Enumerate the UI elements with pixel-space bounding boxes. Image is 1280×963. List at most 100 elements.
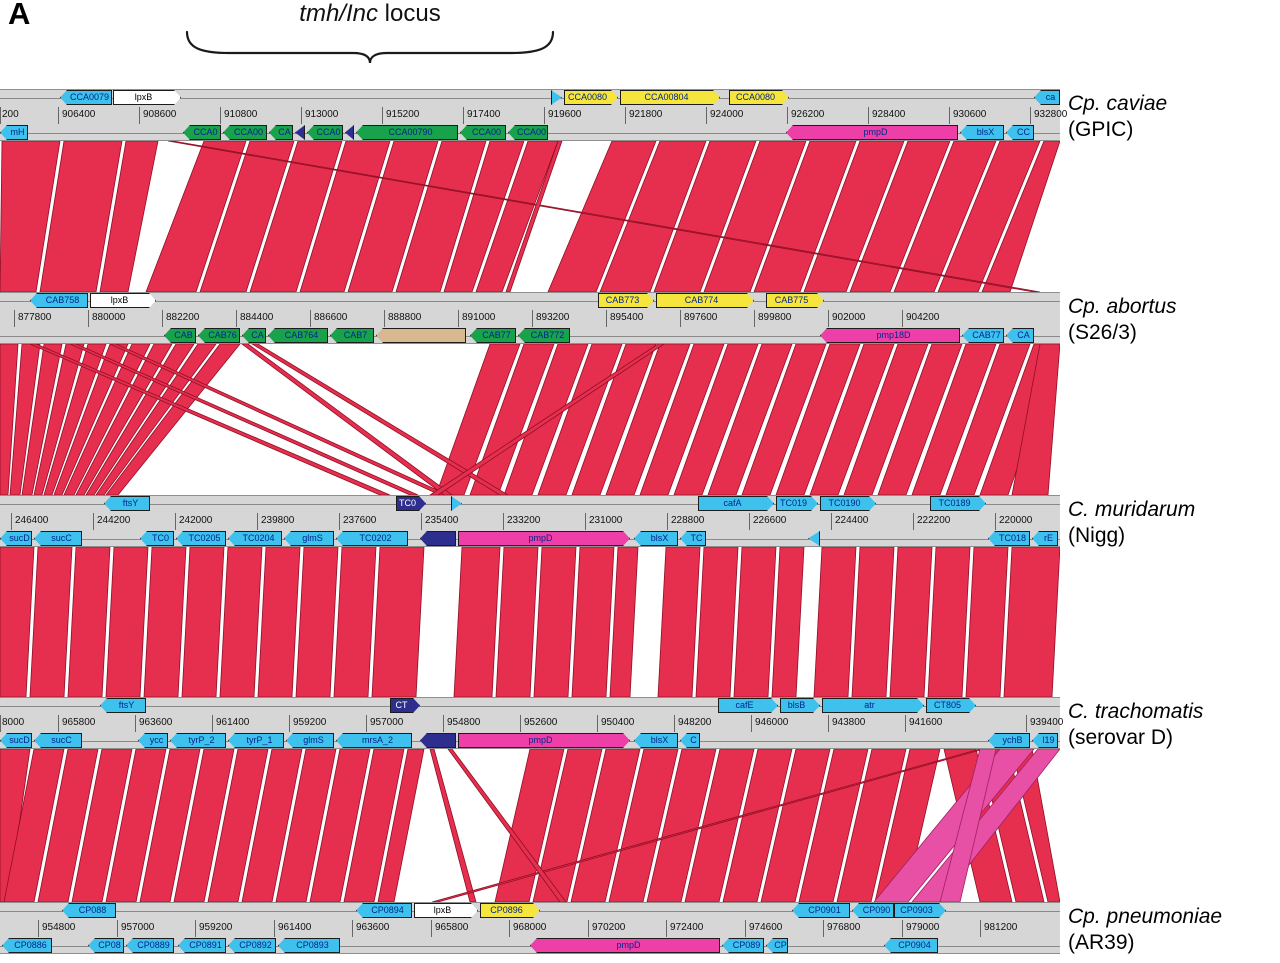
match-ribbon[interactable] (145, 141, 247, 292)
gene[interactable] (808, 531, 820, 546)
gene-CAB77[interactable]: CAB77 (470, 328, 516, 343)
gene-glmS[interactable]: glmS (284, 531, 334, 546)
match-ribbon[interactable] (295, 547, 339, 697)
gene[interactable] (376, 328, 466, 343)
match-ribbon[interactable] (911, 344, 997, 495)
match-ribbon[interactable] (207, 749, 269, 902)
gene-TC0204[interactable]: TC0204 (228, 531, 282, 546)
match-ribbon[interactable] (29, 547, 73, 697)
match-ribbon[interactable] (570, 749, 641, 902)
match-ribbon[interactable] (95, 344, 217, 495)
match-ribbon[interactable] (29, 344, 391, 495)
match-ribbon[interactable] (505, 141, 563, 292)
gene[interactable] (420, 531, 456, 546)
gene-TC0189[interactable]: TC0189 (930, 496, 986, 511)
gene-CP0891[interactable]: CP0891 (178, 938, 226, 953)
gene-sucD[interactable]: sucD (0, 531, 32, 546)
gene-CT805[interactable]: CT805 (926, 698, 976, 713)
match-ribbon[interactable] (533, 547, 577, 697)
match-ribbon[interactable] (874, 749, 941, 902)
gene-CAB77[interactable]: CAB77 (962, 328, 1004, 343)
match-ribbon[interactable] (684, 749, 755, 902)
gene-CCA00804[interactable]: CCA00804 (620, 90, 720, 105)
gene[interactable] (451, 496, 462, 511)
gene-CAB772[interactable]: CAB772 (518, 328, 570, 343)
match-ribbon[interactable] (707, 344, 793, 495)
match-ribbon[interactable] (771, 547, 805, 697)
match-ribbon[interactable] (453, 547, 501, 697)
gene-CCA0079[interactable]: CCA0079 (60, 90, 112, 105)
gene-pmpD[interactable]: pmpD (458, 733, 630, 748)
match-ribbon[interactable] (63, 344, 151, 495)
gene-TC0[interactable]: TC0 (396, 496, 426, 511)
gene-pmpD[interactable]: pmpD (530, 938, 720, 953)
match-ribbon[interactable] (939, 749, 997, 902)
match-ribbon[interactable] (37, 749, 99, 902)
match-ribbon[interactable] (3, 749, 65, 902)
gene-CA[interactable]: CA (242, 328, 266, 343)
match-ribbon[interactable] (395, 141, 487, 292)
gene-TC018[interactable]: TC018 (988, 531, 1030, 546)
match-ribbon[interactable] (371, 547, 425, 697)
match-ribbon[interactable] (475, 141, 559, 292)
gene-TC0190[interactable]: TC0190 (820, 496, 876, 511)
match-ribbon[interactable] (257, 547, 301, 697)
match-ribbon[interactable] (893, 141, 997, 292)
match-ribbon[interactable] (299, 141, 391, 292)
gene-CP[interactable]: CP (766, 938, 788, 953)
match-ribbon[interactable] (99, 141, 159, 292)
match-ribbon[interactable] (599, 141, 707, 292)
gene-CP088[interactable]: CP088 (62, 903, 116, 918)
match-ribbon[interactable] (798, 749, 869, 902)
match-ribbon[interactable] (275, 749, 337, 902)
gene-CP0889[interactable]: CP0889 (126, 938, 174, 953)
match-ribbon[interactable] (803, 141, 905, 292)
gene-glmS[interactable]: glmS (286, 733, 334, 748)
gene-CP0886[interactable]: CP0886 (2, 938, 52, 953)
gene-CAB[interactable]: CAB (164, 328, 196, 343)
gene-CP0904[interactable]: CP0904 (884, 938, 938, 953)
gene[interactable] (295, 125, 305, 140)
match-ribbon[interactable] (571, 344, 657, 495)
gene-sucC[interactable]: sucC (34, 733, 82, 748)
gene-CCA0[interactable]: CCA0 (183, 125, 221, 140)
match-ribbon[interactable] (571, 547, 615, 697)
match-ribbon[interactable] (965, 547, 1009, 697)
gene[interactable] (551, 90, 562, 105)
gene-mH[interactable]: mH (0, 125, 28, 140)
gene-CCA0[interactable]: CCA0 (307, 125, 343, 140)
match-ribbon[interactable] (532, 749, 603, 902)
match-ribbon[interactable] (646, 749, 717, 902)
match-ribbon[interactable] (139, 749, 201, 902)
gene-sucD[interactable]: sucD (0, 733, 32, 748)
match-ribbon[interactable] (0, 749, 31, 902)
gene-TC0205[interactable]: TC0205 (176, 531, 226, 546)
match-ribbon[interactable] (0, 344, 19, 495)
match-ribbon[interactable] (981, 141, 1060, 292)
match-ribbon[interactable] (843, 344, 929, 495)
match-ribbon[interactable] (639, 344, 725, 495)
gene-ychB[interactable]: ychB (988, 733, 1030, 748)
gene-CCA0080[interactable]: CCA0080 (564, 90, 618, 105)
gene-TC0202[interactable]: TC0202 (336, 531, 408, 546)
match-ribbon[interactable] (722, 749, 793, 902)
match-ribbon[interactable] (67, 547, 111, 697)
gene-CP090[interactable]: CP090 (852, 903, 894, 918)
gene[interactable] (420, 733, 456, 748)
match-ribbon[interactable] (109, 344, 449, 495)
gene-CAB758[interactable]: CAB758 (30, 293, 88, 308)
match-ribbon[interactable] (173, 749, 235, 902)
gene-CP0901[interactable]: CP0901 (792, 903, 850, 918)
match-ribbon[interactable] (429, 344, 665, 495)
match-ribbon[interactable] (435, 344, 521, 495)
match-ribbon[interactable] (377, 749, 425, 902)
gene-CAB775[interactable]: CAB775 (766, 293, 824, 308)
match-ribbon[interactable] (241, 344, 453, 495)
gene[interactable] (345, 125, 354, 140)
gene-sucC[interactable]: sucC (34, 531, 82, 546)
match-ribbon[interactable] (249, 141, 343, 292)
match-ribbon[interactable] (85, 344, 195, 495)
gene-pmpD[interactable]: pmpD (458, 531, 630, 546)
gene-CA[interactable]: CA (269, 125, 293, 140)
match-ribbon[interactable] (775, 344, 861, 495)
